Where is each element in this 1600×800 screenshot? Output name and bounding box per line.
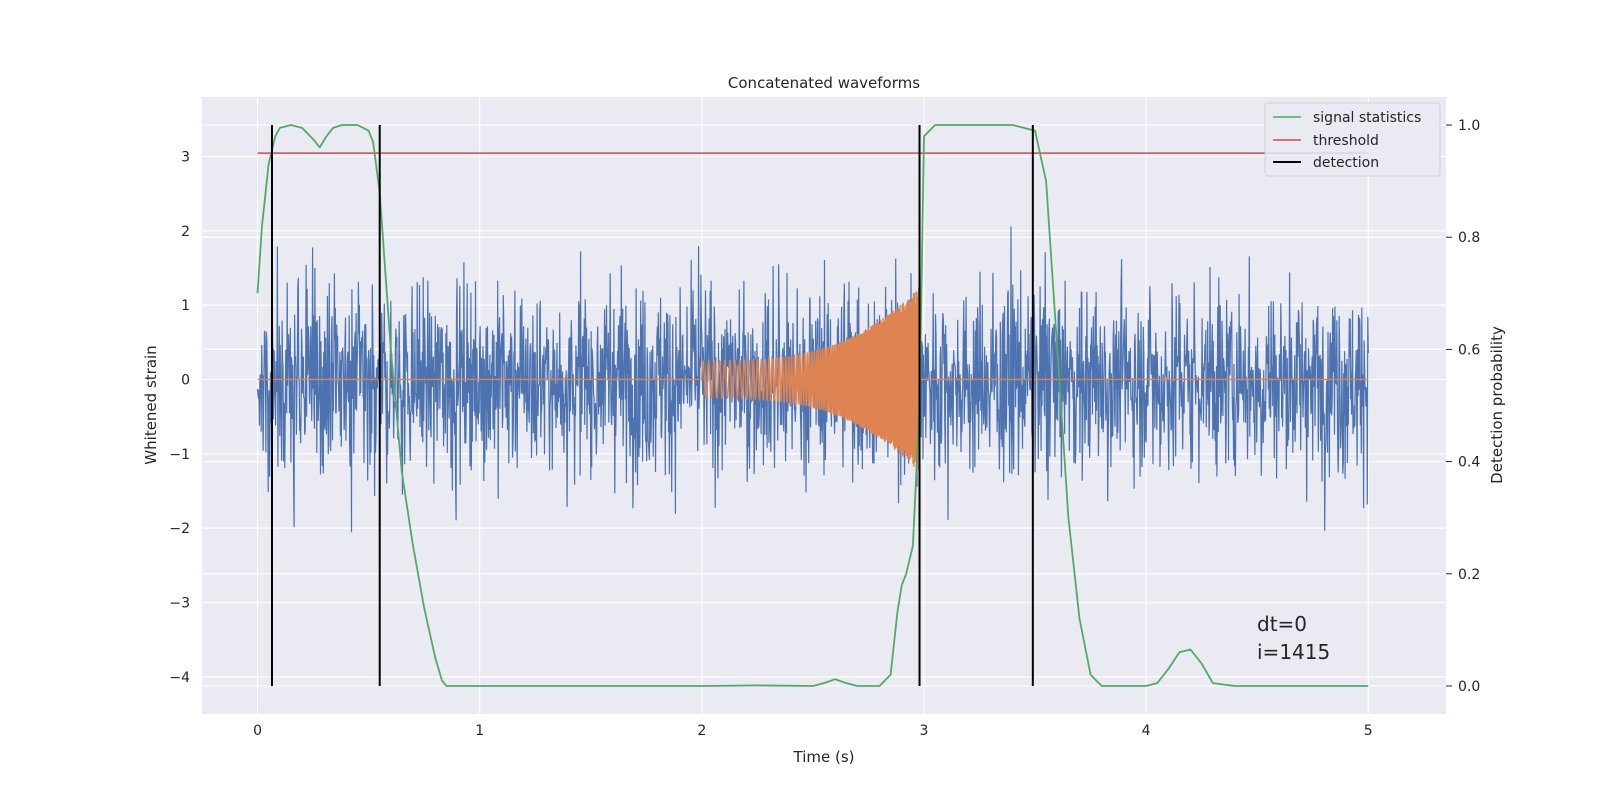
y2-tick-label: 0.0 [1458,679,1480,695]
signal-statistics-series [256,124,1369,687]
x-tick-label: 5 [1364,723,1373,739]
y2-axis-ticks: 0.0 0.2 0.4 0.6 0.8 1.0 [1446,118,1480,695]
x-axis-ticks: 0 1 2 3 4 5 [253,723,1373,739]
legend: signal statistics threshold detection [1264,102,1441,177]
y-axis-ticks: −4 −3 −2 −1 0 1 2 3 [169,149,190,685]
legend-box [1264,102,1441,177]
y-tick-label: −1 [169,447,190,463]
y2-axis-label: Detection probability [1488,326,1506,484]
annotation-i: i=1415 [1257,640,1330,664]
x-tick-label: 1 [475,723,484,739]
y-tick-label: 0 [181,372,190,388]
detection-series [270,125,1034,686]
y-axis-label: Whitened strain [142,345,160,464]
x-tick-label: 0 [253,723,262,739]
y-tick-label: 2 [181,224,190,240]
x-tick-label: 3 [920,723,929,739]
y-tick-label: −4 [169,670,190,686]
y-tick-label: −3 [169,595,190,611]
y2-tick-label: 1.0 [1458,118,1480,134]
y2-tick-label: 0.8 [1458,230,1480,246]
y2-tick-label: 0.6 [1458,342,1480,358]
x-tick-label: 2 [697,723,706,739]
y2-tick-label: 0.4 [1458,455,1480,471]
legend-label-detection: detection [1313,155,1379,171]
x-axis-label: Time (s) [793,748,855,766]
y-tick-label: −2 [169,521,190,537]
y-tick-label: 1 [181,298,190,314]
x-tick-label: 4 [1142,723,1151,739]
template-line [257,287,1369,470]
y-tick-label: 3 [181,149,190,165]
legend-label-threshold: threshold [1313,133,1379,149]
signal-statistics-line [256,124,1369,687]
chart-title: Concatenated waveforms [728,74,920,92]
annotation-dt: dt=0 [1257,612,1307,636]
y2-tick-label: 0.2 [1458,567,1480,583]
template-series [257,287,1369,470]
legend-label-signal-statistics: signal statistics [1313,110,1421,126]
